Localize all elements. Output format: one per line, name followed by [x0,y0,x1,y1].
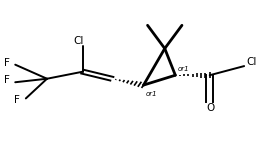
Text: O: O [206,103,215,113]
Text: or1: or1 [146,91,157,97]
Text: Cl: Cl [247,57,257,67]
Text: or1: or1 [177,66,189,72]
Text: F: F [14,95,19,105]
Text: F: F [3,58,10,68]
Text: F: F [3,75,10,85]
Text: Cl: Cl [74,36,84,46]
